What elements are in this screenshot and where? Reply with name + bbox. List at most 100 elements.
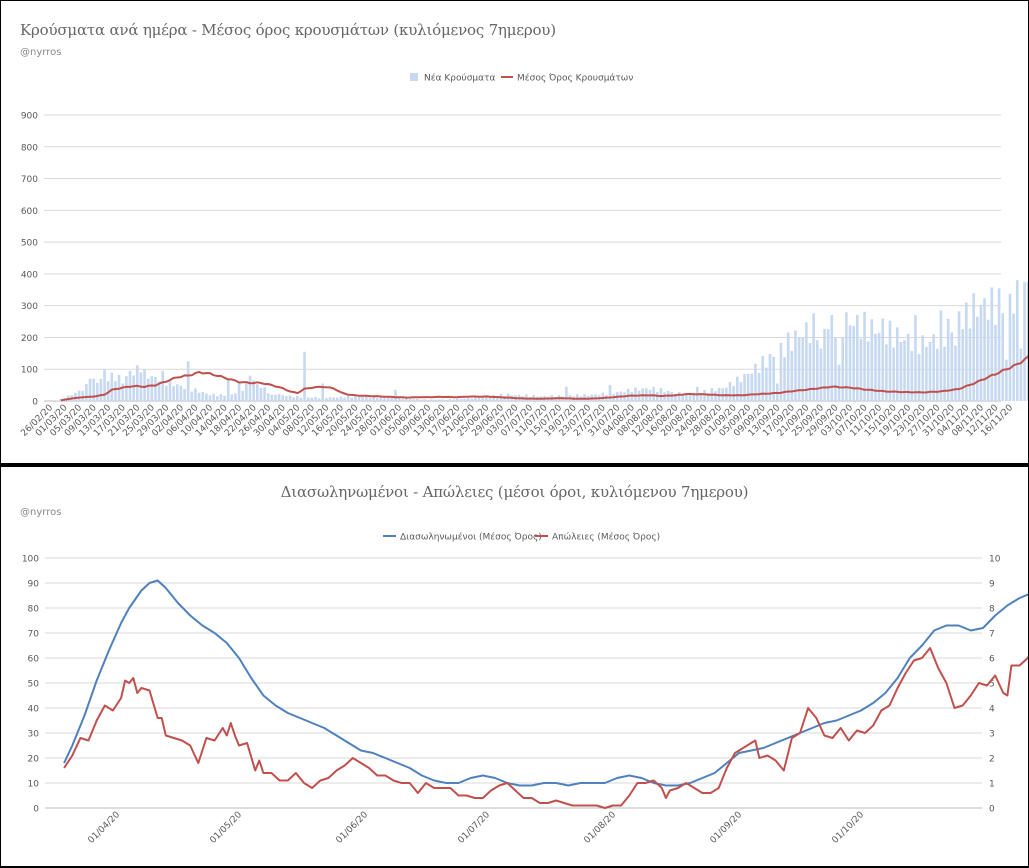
chart1-bar <box>819 348 823 401</box>
chart1-bar <box>997 288 1001 401</box>
chart1-bar <box>190 391 194 401</box>
chart1-bar <box>226 378 230 401</box>
chart1-bar <box>459 398 463 401</box>
chart1-bar <box>430 399 434 401</box>
chart1-bar <box>375 397 379 401</box>
chart1-bar <box>383 397 386 401</box>
chart1-bar <box>179 385 183 401</box>
chart1-bar <box>361 396 365 401</box>
chart2-left-y-tick-label: 60 <box>28 655 40 665</box>
chart2-legend: Διασωληνωμένοι (Μέσος Όρος) Απώλειες (Μέσ… <box>383 532 660 543</box>
chart1-y-tick-label: 0 <box>32 398 38 408</box>
chart1-bar <box>659 388 663 401</box>
chart1-bar <box>601 392 605 401</box>
chart1-bar <box>335 397 339 401</box>
chart1-bar <box>357 396 361 401</box>
chart1-bar <box>245 383 248 401</box>
chart1-bar <box>874 333 877 401</box>
chart1-bar <box>565 386 568 401</box>
chart1-bar <box>281 395 285 401</box>
chart2-left-y-tick-label: 80 <box>28 605 40 615</box>
chart1-bar <box>295 395 299 401</box>
chart1-bar <box>1015 280 1019 401</box>
chart1-bar <box>575 394 579 401</box>
chart1-bar <box>855 314 859 401</box>
chart1-bar <box>823 328 826 401</box>
chart1-bar <box>699 392 703 401</box>
chart1-bar <box>768 354 772 401</box>
chart1-bar <box>714 391 717 401</box>
chart1-bar <box>732 386 735 401</box>
chart1-bar <box>892 347 895 401</box>
chart2-lines <box>63 579 1028 809</box>
chart1-bar <box>975 316 979 401</box>
chart1-bar <box>837 364 841 401</box>
chart1-bar <box>114 381 117 401</box>
chart1-bar <box>972 293 975 401</box>
chart1-bar <box>939 310 943 401</box>
chart1-y-tick-label: 800 <box>21 143 38 153</box>
chart1-bar <box>299 397 303 401</box>
chart1-bar <box>85 383 88 401</box>
chart1-bar <box>230 394 234 401</box>
chart1-bar <box>266 393 270 401</box>
chart2-left-y-tick-label: 20 <box>28 755 40 765</box>
chart1-bar <box>474 396 477 401</box>
chart1-bar <box>943 346 946 401</box>
chart1-bar <box>750 373 754 401</box>
chart1-bar <box>885 344 888 401</box>
chart1-bar <box>815 340 819 401</box>
chart1-bar <box>88 378 92 401</box>
chart1-bar <box>903 340 906 401</box>
chart1-bar <box>135 365 139 401</box>
chart1-bar <box>808 343 812 401</box>
chart1-bar <box>110 372 114 401</box>
cases-chart-panel: Κρούσματα ανά ημέρα - Μέσος όρος κρουσμά… <box>1 1 1028 463</box>
chart1-bar <box>692 392 695 401</box>
chart1-bar <box>154 376 157 401</box>
chart1-bar <box>339 396 343 401</box>
chart1-bar <box>706 392 710 401</box>
chart1-bar <box>834 338 837 401</box>
chart1-bar <box>165 385 168 401</box>
chart1-bar <box>906 333 910 401</box>
chart1-y-tick-label: 700 <box>21 175 38 185</box>
chart1-bar <box>1026 281 1028 401</box>
chart1-bar <box>583 393 586 401</box>
chart2-x-tick-label: 01/06/20 <box>334 810 370 846</box>
chart1-bar <box>852 325 855 401</box>
chart1-bar <box>441 399 445 401</box>
chart1-y-tick-label: 300 <box>21 302 38 312</box>
chart2-right-y-tick-label: 6 <box>989 655 995 665</box>
chart1-legend: Νέα Κρούσματα Μέσος Όρος Κρουσμάτων <box>410 73 633 84</box>
chart1-bar <box>925 346 928 401</box>
chart1-bar <box>161 370 165 401</box>
chart1-bar <box>74 392 77 401</box>
chart1-bar <box>1001 313 1005 401</box>
chart1-bar <box>92 378 95 401</box>
chart1-bar <box>288 395 292 401</box>
chart1-bar <box>986 319 990 401</box>
chart2-right-y-tick-label: 8 <box>989 605 995 615</box>
chart1-bar <box>452 399 455 401</box>
chart1-bar <box>935 348 939 401</box>
chart1-bar <box>968 328 972 401</box>
chart1-bar <box>343 397 346 401</box>
chart1-y-tick-label: 500 <box>21 239 38 249</box>
chart1-bar <box>168 379 172 401</box>
chart1-bar <box>255 384 259 401</box>
chart2-right-y-tick-labels: 0 1 2 3 4 5 6 7 8 9 10 <box>989 555 1001 815</box>
chart1-bar <box>470 398 474 401</box>
chart1-bar <box>794 330 797 401</box>
chart1-bar <box>346 396 350 401</box>
chart1-bar <box>910 350 914 401</box>
chart1-bar <box>415 399 419 401</box>
chart1-bar <box>197 392 201 401</box>
chart1-bar <box>990 287 994 401</box>
chart2-left-y-tick-label: 30 <box>28 730 40 740</box>
chart1-bar <box>274 394 277 401</box>
chart2-right-y-tick-label: 4 <box>989 705 995 715</box>
chart1-bar <box>201 392 205 401</box>
chart1-bar <box>270 394 274 401</box>
chart1-bar <box>630 392 634 401</box>
